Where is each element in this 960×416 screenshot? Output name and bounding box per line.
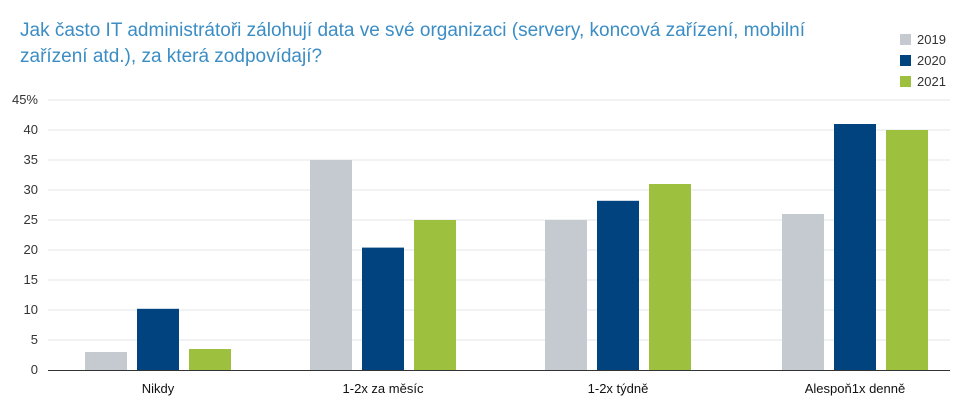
bar-2020-3 <box>834 124 876 370</box>
bar-2020-0 <box>137 309 179 370</box>
category-label: 1-2x za měsíc <box>343 381 424 396</box>
legend-label: 2020 <box>917 53 946 68</box>
legend: 2019 2020 2021 <box>900 32 946 89</box>
y-tick-label: 30 <box>24 182 38 197</box>
y-tick-label: 5 <box>31 332 38 347</box>
bar-2021-1 <box>414 220 456 370</box>
y-tick-label: 10 <box>24 302 38 317</box>
y-tick-label: 25 <box>24 212 38 227</box>
y-axis-ticks: 0 5 10 15 20 25 30 35 40 45% <box>12 92 38 377</box>
bar-2019-1 <box>310 160 352 370</box>
bar-2021-0 <box>189 349 231 370</box>
bar-2020-2 <box>597 201 639 370</box>
y-tick-label: 40 <box>24 122 38 137</box>
y-tick-label: 15 <box>24 272 38 287</box>
legend-swatch-2021 <box>900 76 911 87</box>
bars <box>85 124 928 370</box>
legend-label: 2021 <box>917 74 946 89</box>
y-tick-label: 20 <box>24 242 38 257</box>
legend-swatch-2019 <box>900 34 911 45</box>
bar-2019-0 <box>85 352 127 370</box>
bar-2021-2 <box>649 184 691 370</box>
bar-2019-2 <box>545 220 587 370</box>
bar-2020-1 <box>362 248 404 370</box>
y-tick-label: 0 <box>31 362 38 377</box>
legend-label: 2019 <box>917 32 946 47</box>
x-axis-categories: Nikdy 1-2x za měsíc 1-2x týdně Alespoň1x de… <box>142 381 906 396</box>
y-tick-label: 35 <box>24 152 38 167</box>
category-label: Nikdy <box>142 381 175 396</box>
legend-swatch-2020 <box>900 55 911 66</box>
category-label: Alespoň1x denně <box>805 381 905 396</box>
bar-chart: 0 5 10 15 20 25 30 35 40 45% Nikdy 1-2x za měsíc 1-… <box>0 0 960 416</box>
bar-2019-3 <box>782 214 824 370</box>
bar-2021-3 <box>886 130 928 370</box>
y-tick-label: 45% <box>12 92 38 107</box>
category-label: 1-2x týdně <box>588 381 649 396</box>
